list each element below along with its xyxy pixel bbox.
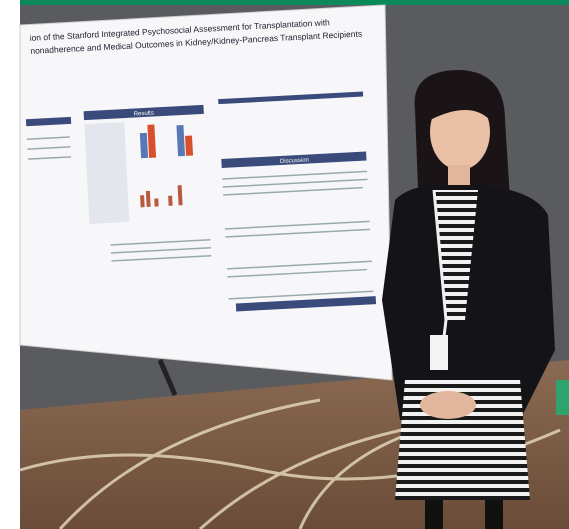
easel-leg — [157, 359, 178, 396]
section-header: Discussion — [280, 157, 309, 165]
section-header: Results — [134, 111, 154, 118]
top-strip — [20, 0, 569, 5]
person — [382, 70, 555, 529]
poster — [19, 4, 393, 381]
sign — [556, 380, 569, 415]
